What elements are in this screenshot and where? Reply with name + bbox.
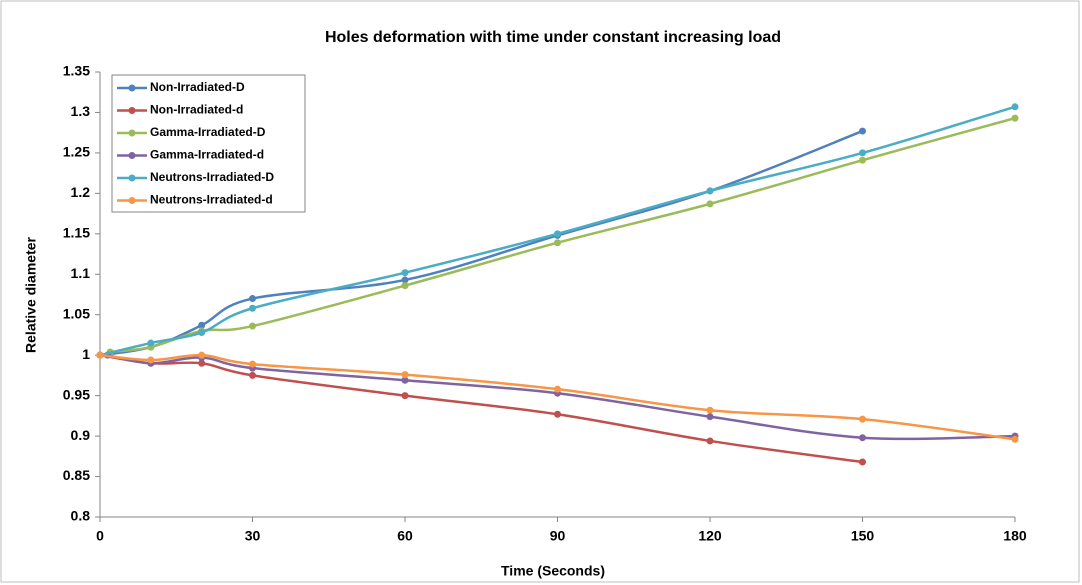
chart-title: Holes deformation with time under consta…: [325, 29, 781, 46]
x-tick-label: 90: [550, 528, 566, 544]
y-tick-label: 0.85: [63, 467, 90, 483]
y-tick-label: 0.8: [71, 508, 91, 524]
legend-marker: [128, 197, 136, 204]
data-point: [249, 322, 256, 330]
x-tick-label: 60: [397, 528, 413, 544]
data-point: [198, 321, 206, 329]
x-tick-label: 150: [851, 528, 875, 544]
data-point: [706, 187, 714, 195]
legend-label: Non-Irradiated-d: [150, 103, 243, 117]
data-point: [554, 385, 561, 393]
legend-label: Neutrons-Irradiated-d: [150, 193, 273, 207]
y-tick-label: 0.9: [71, 427, 91, 443]
data-point: [198, 351, 206, 359]
data-point: [249, 304, 256, 312]
data-point: [706, 413, 714, 421]
legend-marker: [128, 129, 136, 137]
data-point: [859, 149, 866, 157]
y-tick-label: 1.2: [71, 184, 91, 200]
legend-marker: [128, 107, 136, 114]
y-tick-label: 1.35: [63, 63, 90, 79]
legend-marker: [128, 84, 136, 92]
x-tick-label: 0: [96, 528, 104, 544]
x-tick-label: 30: [245, 528, 261, 544]
data-point: [198, 329, 206, 337]
y-axis-title: Relative diameter: [23, 236, 39, 352]
data-point: [96, 351, 104, 359]
data-point: [401, 376, 409, 384]
data-point: [859, 156, 866, 164]
data-point: [859, 415, 866, 423]
data-point: [859, 127, 866, 135]
data-point: [1011, 114, 1019, 122]
data-point: [554, 230, 561, 238]
y-tick-label: 1: [82, 346, 90, 362]
data-point: [706, 406, 714, 414]
data-point: [249, 360, 256, 368]
data-point: [706, 437, 714, 445]
data-point: [147, 339, 155, 347]
data-point: [249, 371, 256, 379]
data-point: [249, 295, 256, 303]
data-point: [1011, 103, 1019, 111]
legend-marker: [128, 152, 136, 159]
legend-box: [111, 74, 306, 213]
legend-marker: [128, 174, 136, 182]
legend-label: Gamma-Irradiated-D: [150, 125, 266, 139]
data-point: [554, 410, 561, 418]
data-point: [401, 282, 409, 290]
data-point: [554, 239, 561, 247]
y-tick-label: 1.25: [63, 144, 90, 160]
series-line: [107, 353, 1016, 441]
data-point: [859, 458, 866, 466]
x-tick-label: 180: [1003, 528, 1027, 544]
data-point: [401, 371, 409, 379]
data-point: [859, 434, 866, 442]
data-point: [1011, 435, 1019, 443]
y-tick-label: 1.15: [63, 225, 90, 241]
y-tick-label: 1.1: [71, 265, 91, 281]
legend-label: Neutrons-Irradiated-D: [150, 170, 274, 184]
series-line: [99, 105, 1016, 357]
data-point: [147, 356, 155, 364]
data-point: [198, 359, 206, 367]
y-tick-label: 0.95: [63, 386, 90, 402]
series-line: [110, 116, 1016, 354]
x-tick-label: 120: [698, 528, 722, 544]
data-point: [706, 200, 714, 208]
data-point: [401, 392, 409, 400]
series-line: [99, 353, 1016, 441]
legend-label: Gamma-Irradiated-d: [150, 148, 264, 162]
y-tick-label: 1.3: [71, 103, 91, 119]
data-point: [401, 276, 409, 284]
x-axis-title: Time (Seconds): [501, 563, 605, 579]
y-tick-label: 1.05: [63, 305, 90, 321]
legend-label: Non-Irradiated-D: [150, 80, 245, 94]
data-point: [401, 269, 409, 277]
